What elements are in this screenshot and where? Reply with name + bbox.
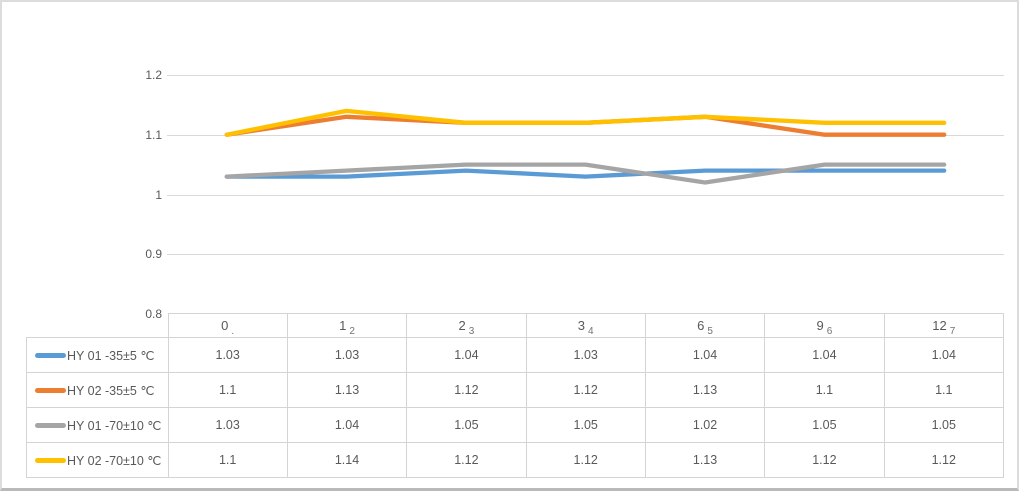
table-corner-blank <box>26 313 169 338</box>
series-line-4 <box>224 108 947 137</box>
legend-item: HY 01 -70±10 ℃ <box>26 407 169 443</box>
x-axis-category-label: 12 7 <box>883 313 1005 338</box>
table-value-cell: 1.1 <box>167 442 288 478</box>
table-value-cell: 1.03 <box>167 337 288 373</box>
plot-gridline <box>167 75 1004 76</box>
table-row: HY 01 -35±5 ℃ 1.03 1.03 1.04 1.03 1.04 1.04 1.0… <box>26 337 1005 373</box>
table-row: HY 02 -70±10 ℃ 1.1 1.14 1.12 1.12 1.13 1.12 1.1… <box>26 442 1005 478</box>
table-value-cell: 1.13 <box>644 372 766 408</box>
series-line-3 <box>224 162 947 185</box>
category-main-label: 3 <box>577 318 586 333</box>
legend-swatch-icon <box>35 457 66 463</box>
y-axis-tick-label: 1 <box>155 187 162 202</box>
legend-item: HY 02 -35±5 ℃ <box>26 372 169 408</box>
table-row: HY 02 -35±5 ℃ 1.1 1.13 1.12 1.12 1.13 1.1 1.1 <box>26 372 1005 408</box>
legend-series-name: HY 01 -70±10 ℃ <box>67 418 162 433</box>
series-line-1 <box>224 168 947 179</box>
table-value-cell: 1.03 <box>286 337 408 373</box>
legend-swatch-icon <box>35 387 66 393</box>
category-overlay-label: 7 <box>949 326 956 337</box>
table-value-cell: 1.12 <box>525 372 646 408</box>
table-value-cell: 1.12 <box>406 442 527 478</box>
legend-item: HY 02 -70±10 ℃ <box>26 442 169 478</box>
table-value-cell: 1.04 <box>883 337 1005 373</box>
table-row: HY 01 -70±10 ℃ 1.03 1.04 1.05 1.05 1.02 1.05 1.… <box>26 407 1005 443</box>
table-value-cell: 1.04 <box>286 407 408 443</box>
table-value-cell: 1.03 <box>167 407 288 443</box>
legend-swatch-icon <box>35 352 66 358</box>
category-overlay-label: 5 <box>707 326 713 337</box>
table-value-cell: 1.12 <box>525 442 646 478</box>
y-axis-tick-label: 0.9 <box>145 247 162 262</box>
table-value-cell: 1.13 <box>286 372 408 408</box>
y-axis-tick-label: 1.2 <box>145 68 162 82</box>
category-main-label: 9 <box>816 318 824 333</box>
x-axis-header-row: 0. 1 2 2 3 3 4 6 5 9 6 12 7 <box>26 313 1005 338</box>
plot-gridline <box>167 135 1004 136</box>
data-table: 0. 1 2 2 3 3 4 6 5 9 6 12 7 HY 01 -35±5 ℃ 1.03 1.03 1.04… <box>26 313 1005 478</box>
legend-series-name: HY 01 -35±5 ℃ <box>67 348 155 363</box>
table-value-cell: 1.04 <box>764 337 885 373</box>
category-overlay-label: 4 <box>588 326 594 337</box>
series-line-2 <box>224 114 947 137</box>
legend-swatch-icon <box>35 422 66 428</box>
category-main-label: 12 <box>932 318 947 333</box>
table-value-cell: 1.1 <box>167 372 288 408</box>
legend-item: HY 01 -35±5 ℃ <box>26 337 169 373</box>
table-value-cell: 1.04 <box>644 337 766 373</box>
table-value-cell: 1.13 <box>644 442 766 478</box>
table-value-cell: 1.12 <box>406 372 527 408</box>
table-value-cell: 1.14 <box>286 442 408 478</box>
table-value-cell: 1.05 <box>525 407 646 443</box>
x-axis-category-label: 0. <box>167 313 288 338</box>
legend-series-name: HY 02 -70±10 ℃ <box>67 453 162 468</box>
line-chart-plot <box>224 108 947 185</box>
category-overlay-label: 3 <box>468 326 475 337</box>
category-main-label: 0 <box>221 318 229 333</box>
y-axis-tick-label: 1.1 <box>145 127 162 142</box>
category-main-label: 6 <box>697 318 705 333</box>
table-value-cell: 1.1 <box>883 372 1005 408</box>
table-value-cell: 1.12 <box>764 442 885 478</box>
table-value-cell: 1.04 <box>406 337 527 373</box>
table-value-cell: 1.03 <box>525 337 646 373</box>
table-value-cell: 1.02 <box>644 407 766 443</box>
table-value-cell: 1.1 <box>764 372 885 408</box>
category-overlay-label: 6 <box>826 326 833 337</box>
table-value-cell: 1.05 <box>406 407 527 443</box>
table-value-cell: 1.05 <box>883 407 1005 443</box>
category-main-label: 1 <box>339 318 347 333</box>
category-main-label: 2 <box>458 318 466 333</box>
category-overlay-label: 2 <box>349 326 355 337</box>
plot-gridline <box>167 254 1004 255</box>
legend-series-name: HY 02 -35±5 ℃ <box>67 383 155 398</box>
category-overlay-label: . <box>231 326 235 337</box>
plot-gridline <box>167 195 1004 196</box>
table-value-cell: 1.12 <box>883 442 1005 478</box>
table-value-cell: 1.05 <box>764 407 885 443</box>
